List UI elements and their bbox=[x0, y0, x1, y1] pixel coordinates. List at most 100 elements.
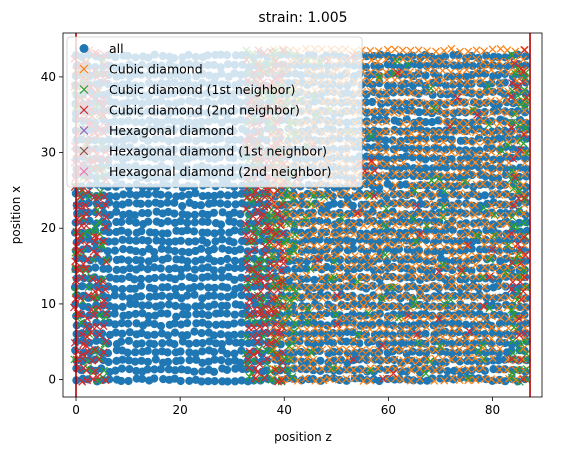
point-all bbox=[125, 199, 133, 207]
point-all bbox=[157, 264, 165, 272]
point-all bbox=[191, 237, 199, 245]
point-all bbox=[105, 228, 113, 236]
point-all bbox=[520, 311, 528, 319]
point-all bbox=[421, 310, 429, 318]
point-all bbox=[137, 227, 145, 235]
legend-label: Cubic diamond (2nd neighbor) bbox=[109, 103, 300, 118]
point-all bbox=[119, 303, 127, 311]
point-all bbox=[217, 356, 225, 364]
point-all bbox=[183, 292, 191, 300]
point-all bbox=[124, 349, 132, 357]
point-all bbox=[210, 266, 218, 274]
point-all bbox=[204, 320, 212, 328]
point-all bbox=[310, 246, 318, 254]
point-all bbox=[316, 357, 324, 365]
point-all bbox=[124, 228, 132, 236]
point-all bbox=[157, 322, 165, 330]
point-all bbox=[421, 164, 429, 172]
point-all bbox=[203, 239, 211, 247]
point-all bbox=[124, 320, 132, 328]
legend-label: Hexagonal diamond (2nd neighbor) bbox=[109, 164, 331, 179]
y-tick-label: 10 bbox=[41, 297, 56, 311]
y-axis-label: position x bbox=[9, 186, 23, 244]
point-all bbox=[171, 302, 179, 310]
point-all bbox=[421, 155, 429, 163]
point-all bbox=[237, 339, 245, 347]
point-all bbox=[462, 321, 470, 329]
point-all bbox=[429, 154, 437, 162]
point-all bbox=[475, 284, 483, 292]
legend-label: Hexagonal diamond (1st neighbor) bbox=[109, 144, 327, 159]
legend-item: Hexagonal diamond (2nd neighbor) bbox=[80, 164, 331, 179]
point-all bbox=[125, 365, 133, 373]
point-all bbox=[489, 263, 497, 271]
point-all bbox=[177, 347, 185, 355]
point-all bbox=[183, 257, 191, 265]
point-all bbox=[152, 355, 160, 363]
point-all bbox=[231, 311, 239, 319]
point-all bbox=[183, 331, 191, 339]
point-all bbox=[211, 377, 219, 385]
point-all bbox=[481, 191, 489, 199]
point-all bbox=[199, 339, 207, 347]
point-all bbox=[137, 275, 145, 283]
point-all bbox=[157, 301, 165, 309]
point-all bbox=[336, 256, 344, 264]
point-all bbox=[111, 247, 119, 255]
point-all bbox=[230, 276, 238, 284]
point-all bbox=[163, 310, 171, 318]
point-all bbox=[117, 377, 125, 385]
point-all bbox=[216, 199, 224, 207]
point-all bbox=[119, 245, 127, 253]
point-all bbox=[157, 191, 165, 199]
point-all bbox=[236, 359, 244, 367]
point-all bbox=[218, 340, 226, 348]
point-all bbox=[124, 377, 132, 385]
point-all bbox=[137, 292, 145, 300]
point-all bbox=[408, 106, 416, 114]
x-tick-label: 60 bbox=[381, 403, 396, 417]
point-all bbox=[170, 210, 178, 218]
point-all bbox=[210, 301, 218, 309]
point-all bbox=[210, 368, 218, 376]
point-all bbox=[159, 273, 167, 281]
point-all bbox=[164, 254, 172, 262]
point-all bbox=[131, 348, 139, 356]
point-all bbox=[118, 285, 126, 293]
point-all bbox=[449, 226, 457, 234]
point-all bbox=[198, 329, 206, 337]
y-tick-label: 30 bbox=[41, 146, 56, 160]
point-all bbox=[223, 350, 231, 358]
point-all bbox=[145, 301, 153, 309]
point-all bbox=[191, 218, 199, 226]
legend-marker-circle bbox=[80, 44, 89, 53]
point-all bbox=[151, 274, 159, 282]
point-all bbox=[190, 328, 198, 336]
point-all bbox=[197, 201, 205, 209]
point-all bbox=[164, 348, 172, 356]
point-all bbox=[501, 78, 509, 86]
legend-label: all bbox=[109, 41, 124, 56]
point-all bbox=[415, 69, 423, 77]
point-all bbox=[132, 219, 140, 227]
point-all bbox=[144, 209, 152, 217]
point-all bbox=[164, 283, 172, 291]
point-all bbox=[217, 330, 225, 338]
y-tick-label: 0 bbox=[48, 373, 56, 387]
point-all bbox=[119, 292, 127, 300]
point-all bbox=[183, 319, 191, 327]
point-all bbox=[230, 331, 238, 339]
point-all bbox=[144, 237, 152, 245]
point-all bbox=[150, 340, 158, 348]
point-all bbox=[150, 331, 158, 339]
point-all bbox=[190, 227, 198, 235]
point-all bbox=[144, 347, 152, 355]
point-all bbox=[302, 365, 310, 373]
point-all bbox=[164, 229, 172, 237]
point-all bbox=[190, 274, 198, 282]
legend-label: Cubic diamond (1st neighbor) bbox=[109, 82, 295, 97]
point-all bbox=[487, 322, 495, 330]
x-tick-label: 80 bbox=[485, 403, 500, 417]
point-all bbox=[183, 311, 191, 319]
